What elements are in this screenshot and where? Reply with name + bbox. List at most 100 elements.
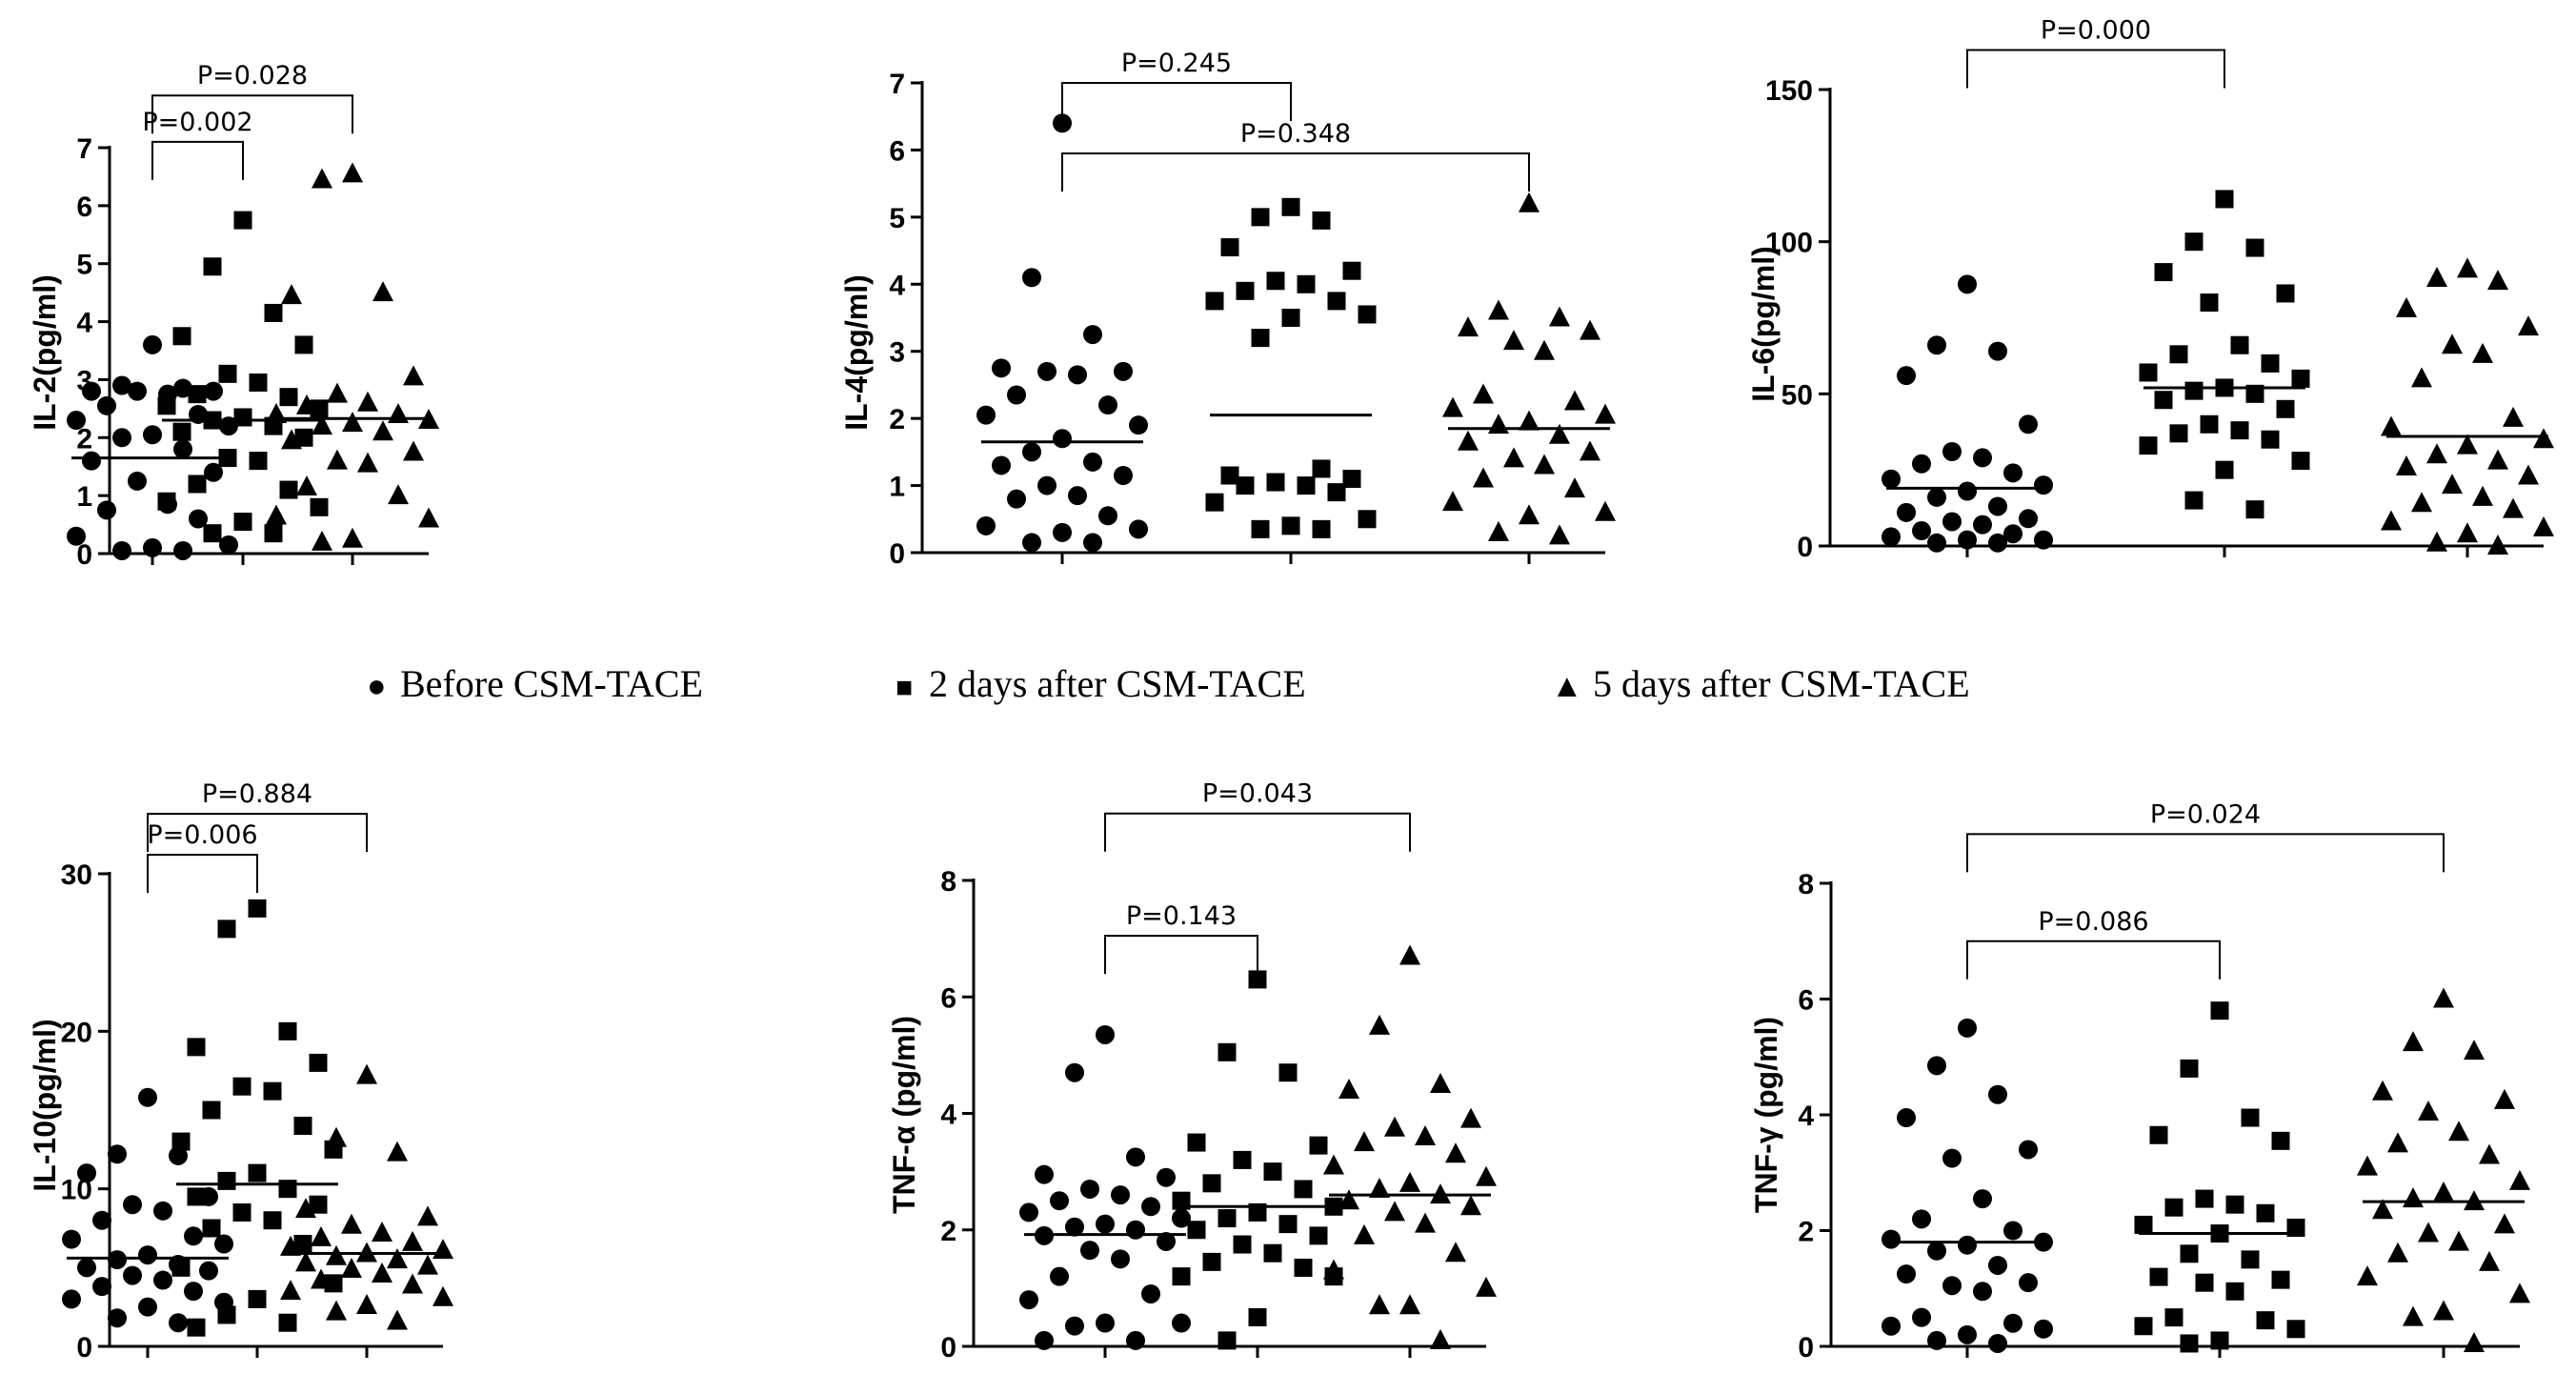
y-tick-label: 0 xyxy=(76,1332,92,1364)
point-5days xyxy=(403,440,424,461)
point-5days xyxy=(266,504,287,525)
point-before xyxy=(2034,475,2053,495)
point-2days xyxy=(187,1187,206,1206)
point-2days xyxy=(202,1101,221,1120)
point-2days xyxy=(2261,354,2280,373)
point-2days xyxy=(217,1305,236,1324)
point-5days xyxy=(1458,316,1479,337)
point-before xyxy=(2019,509,2038,529)
point-5days xyxy=(1323,1154,1344,1175)
point-2days xyxy=(1309,1136,1328,1155)
point-5days xyxy=(2411,492,2432,513)
point-before xyxy=(1007,489,1026,509)
point-before xyxy=(143,425,162,445)
point-before xyxy=(204,381,223,401)
point-2days xyxy=(1251,208,1270,227)
point-2days xyxy=(1187,1133,1206,1152)
point-2days xyxy=(2164,1308,2184,1327)
point-before xyxy=(1988,496,2007,516)
point-before xyxy=(199,1261,218,1281)
point-2days xyxy=(171,1258,191,1277)
point-5days xyxy=(2479,1143,2500,1164)
point-2days xyxy=(2225,1282,2244,1301)
point-2days xyxy=(217,1171,236,1190)
point-5days xyxy=(2457,522,2478,543)
point-5days xyxy=(326,1244,347,1265)
point-5days xyxy=(1580,319,1600,340)
point-before xyxy=(173,378,192,398)
point-5days xyxy=(1503,447,1524,468)
point-2days xyxy=(218,364,237,383)
point-before xyxy=(1141,1283,1160,1303)
point-5days xyxy=(2403,1305,2424,1326)
point-before xyxy=(1973,1189,1992,1209)
point-before xyxy=(1065,1062,1084,1082)
y-tick-label: 7 xyxy=(76,133,92,165)
point-before xyxy=(173,540,192,560)
point-5days xyxy=(2381,415,2402,436)
point-5days xyxy=(357,452,378,473)
point-2days xyxy=(2230,421,2249,440)
point-2days xyxy=(1205,292,1224,311)
point-5days xyxy=(1445,1242,1466,1263)
comparison-bracket-0: P=0.002 xyxy=(142,108,253,180)
point-2days xyxy=(1281,309,1300,327)
bracket-line xyxy=(1061,152,1530,192)
point-2days xyxy=(2291,452,2310,471)
point-before xyxy=(1022,533,1041,553)
point-5days xyxy=(295,1251,316,1272)
point-before xyxy=(128,471,147,491)
point-before xyxy=(1053,522,1072,542)
y-tick-label: 1 xyxy=(76,481,92,513)
point-2days xyxy=(2180,1059,2199,1078)
point-5days xyxy=(1473,467,1494,488)
point-before xyxy=(1141,1197,1160,1217)
point-before xyxy=(1927,1241,1946,1261)
point-5days xyxy=(1519,410,1540,431)
point-before xyxy=(1973,1282,1992,1302)
point-5days xyxy=(2372,1080,2393,1101)
y-tick-label: 2 xyxy=(1798,1217,1814,1248)
point-before xyxy=(1068,486,1087,506)
point-2days xyxy=(2245,384,2264,403)
point-before xyxy=(2034,530,2053,550)
point-2days xyxy=(1297,476,1316,495)
point-2days xyxy=(2149,1125,2168,1144)
point-5days xyxy=(1534,339,1555,360)
point-5days xyxy=(1354,1131,1375,1152)
y-tick-label: 6 xyxy=(76,192,92,223)
point-5days xyxy=(2426,266,2447,287)
point-before xyxy=(1126,1330,1145,1350)
y-tick-label: 100 xyxy=(1765,228,1813,259)
point-before xyxy=(189,509,208,529)
point-2days xyxy=(1218,1209,1237,1228)
point-5days xyxy=(2433,1182,2454,1202)
comparison-bracket-0: P=0.000 xyxy=(1966,15,2225,89)
point-2days xyxy=(309,1195,328,1214)
point-2days xyxy=(1281,197,1300,216)
point-5days xyxy=(1549,524,1570,545)
point-2days xyxy=(278,1180,297,1199)
point-2days xyxy=(2215,460,2234,479)
point-2days xyxy=(1266,272,1285,291)
legend-marker-before: ● xyxy=(367,669,387,704)
p-value-label: P=0.086 xyxy=(2038,907,2148,937)
point-2days xyxy=(232,1077,252,1096)
point-before xyxy=(77,1163,96,1183)
point-2days xyxy=(2210,1001,2229,1020)
point-before xyxy=(1083,452,1102,472)
point-2days xyxy=(2154,263,2173,282)
y-tick-label: 3 xyxy=(889,337,905,369)
point-2days xyxy=(248,1163,267,1182)
point-2days xyxy=(1220,466,1239,485)
bracket-line xyxy=(1104,812,1411,852)
point-5days xyxy=(1415,1212,1436,1233)
point-before xyxy=(1007,385,1026,405)
point-5days xyxy=(2509,1283,2530,1303)
point-5days xyxy=(1473,383,1494,404)
point-before xyxy=(1988,533,2007,553)
point-2days xyxy=(1236,281,1255,300)
point-before xyxy=(1882,527,1901,547)
point-2days xyxy=(1312,459,1331,478)
